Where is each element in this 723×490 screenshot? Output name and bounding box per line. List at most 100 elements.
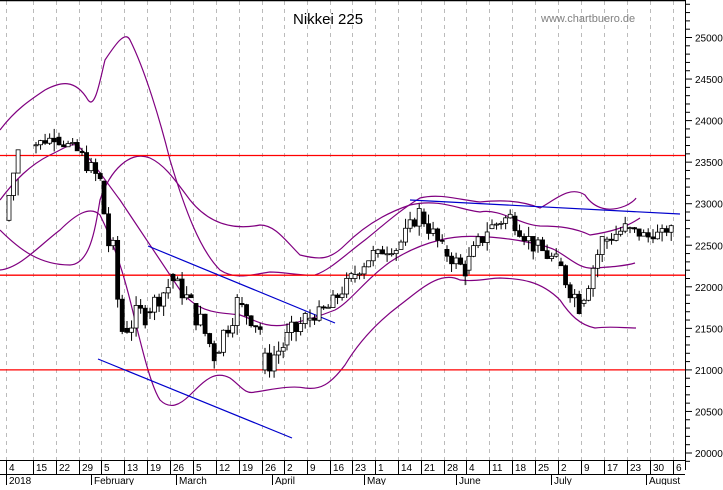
candle-body <box>530 236 536 252</box>
bollinger-band <box>0 155 641 266</box>
x-tick-label: 19 <box>242 463 254 474</box>
x-tick-label: 9 <box>584 463 590 474</box>
month-label: May <box>367 476 386 485</box>
candle-body <box>595 254 601 269</box>
candle-body <box>512 215 518 232</box>
candle-body <box>627 227 633 230</box>
y-tick-label: 25000 <box>695 34 723 45</box>
x-tick-label: 18 <box>515 463 527 474</box>
y-tick-label: 22500 <box>695 241 723 252</box>
candle-body <box>344 277 350 295</box>
candle-body <box>439 239 445 242</box>
x-tick-label: 11 <box>492 463 503 474</box>
candle-body <box>430 228 436 234</box>
watermark: www.chartbuero.de <box>540 13 635 25</box>
candle-body <box>517 230 522 237</box>
candle-body <box>56 136 62 146</box>
candle-body <box>15 149 21 174</box>
candle-body <box>471 245 476 257</box>
candle-body <box>38 140 43 146</box>
candle-body <box>380 249 385 255</box>
candle-body <box>42 140 48 144</box>
candle-body <box>632 227 637 230</box>
candle-body <box>489 224 495 230</box>
candle-body <box>609 238 614 241</box>
candle-body <box>179 278 185 299</box>
candle-body <box>599 236 605 256</box>
candle-body <box>613 233 619 241</box>
candle-body <box>33 144 39 147</box>
month-label: March <box>179 476 207 485</box>
candle-body <box>198 313 203 326</box>
candle-body <box>156 296 162 307</box>
x-tick-label: 26 <box>265 463 277 474</box>
candle-body <box>65 143 71 148</box>
x-tick-label: 4 <box>9 463 15 474</box>
month-label: February <box>94 476 134 485</box>
y-tick-label: 24000 <box>695 117 723 128</box>
candle-body <box>216 351 222 354</box>
x-tick-label: 21 <box>424 463 436 474</box>
candle-body <box>165 287 171 294</box>
candle-body <box>138 305 144 309</box>
month-label: June <box>459 476 481 485</box>
candle-body <box>70 142 76 144</box>
candle-body <box>361 266 367 275</box>
candle-body <box>325 306 331 309</box>
y-tick-label: 23500 <box>695 158 723 169</box>
x-tick-label: 4 <box>469 463 475 474</box>
y-tick-label: 20000 <box>695 449 723 460</box>
candle-body <box>234 297 240 326</box>
candle-body <box>641 232 647 237</box>
candle-body <box>339 293 345 298</box>
candle-body <box>207 333 213 345</box>
candle-body <box>526 236 532 242</box>
candle-body <box>581 299 587 304</box>
candle-body <box>458 257 464 265</box>
month-label: August <box>649 476 680 485</box>
candle-body <box>558 261 564 267</box>
x-tick-label: 23 <box>630 463 642 474</box>
candle-body <box>97 173 103 179</box>
candle-body <box>93 162 99 174</box>
candle-body <box>572 293 578 299</box>
candle-body <box>211 343 217 362</box>
candle-body <box>507 213 513 219</box>
candle-body <box>659 228 665 233</box>
x-tick-label: 16 <box>333 463 345 474</box>
candle-body <box>11 172 16 196</box>
candle-body <box>521 236 527 242</box>
month-label: April <box>275 476 295 485</box>
candle-body <box>142 307 148 326</box>
candle-body <box>88 162 94 172</box>
trend-line <box>97 358 293 439</box>
horizontal-levels <box>0 154 685 371</box>
candle-body <box>535 239 541 246</box>
candle-body <box>284 332 290 346</box>
y-tick-label: 24500 <box>695 75 723 86</box>
candle-body <box>540 239 545 252</box>
candle-body <box>494 223 499 226</box>
candle-body <box>444 249 450 257</box>
candle-body <box>221 329 226 353</box>
candles <box>6 128 674 378</box>
candle-body <box>416 208 422 227</box>
month-label: July <box>554 476 572 485</box>
x-tick-label: 5 <box>104 463 110 474</box>
candle-body <box>375 249 381 254</box>
candle-body <box>466 255 472 271</box>
candle-body <box>84 152 89 172</box>
candle-body <box>426 223 431 234</box>
candle-body <box>101 180 107 215</box>
x-tick-label: 17 <box>607 463 619 474</box>
candle-body <box>51 137 57 143</box>
candle-body <box>47 137 53 144</box>
candle-body <box>393 250 399 255</box>
candle-body <box>421 211 427 225</box>
candle-body <box>412 219 418 227</box>
candle-body <box>202 313 208 334</box>
candle-body <box>636 228 642 237</box>
candle-body <box>586 288 591 301</box>
x-tick-label: 2 <box>287 463 293 474</box>
